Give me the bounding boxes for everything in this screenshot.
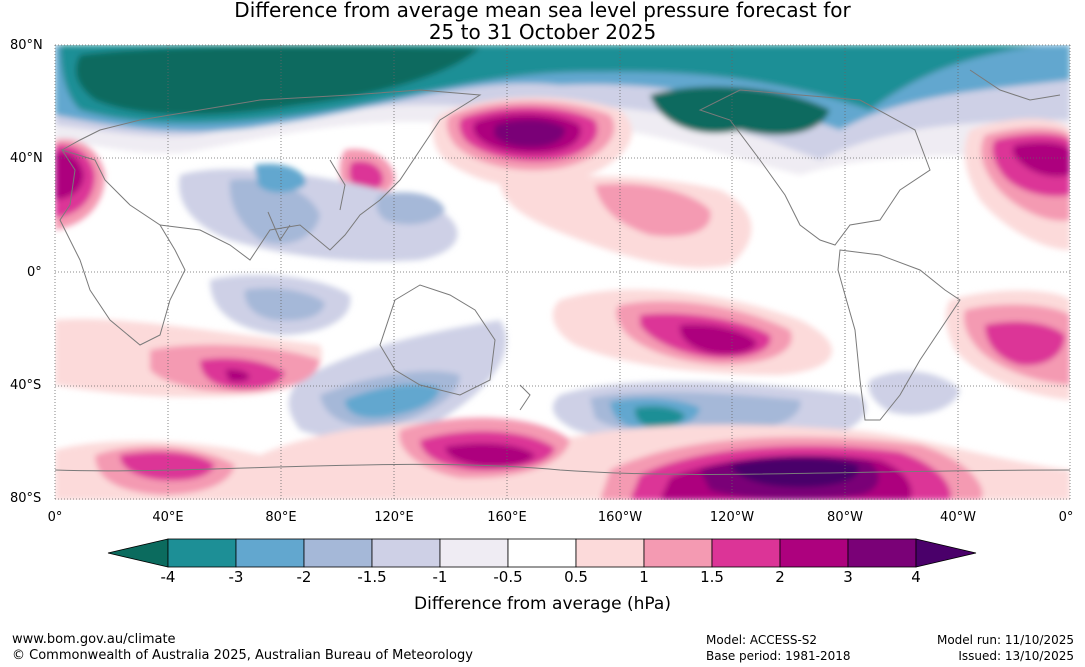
anomaly-region-antarctic — [730, 457, 859, 488]
legend-swatch — [107, 538, 169, 568]
lat-label-40s: 40°S — [10, 378, 42, 393]
anomaly-region-natlantic — [1012, 142, 1070, 177]
anomaly-region-arctic — [650, 86, 830, 135]
legend-swatch — [235, 538, 305, 568]
lon-label-120w: 120°W — [709, 510, 755, 525]
anomaly-region-indian — [244, 288, 325, 321]
footer-website: www.bom.gov.au/climate — [12, 632, 176, 647]
legend-swatch — [303, 538, 373, 568]
legend-swatch — [847, 538, 917, 568]
anomaly-region-easia — [349, 161, 384, 191]
legend-swatch — [167, 538, 237, 568]
coastlines — [55, 69, 1070, 475]
chart-title-line1: Difference from average mean sea level p… — [234, 0, 851, 22]
anomaly-region-npacific — [494, 119, 566, 148]
anomaly-region-europe — [55, 151, 84, 200]
anomaly-region-arctic — [75, 46, 480, 115]
anomaly-region-antarctic — [120, 451, 215, 481]
anomaly-region-southern — [634, 406, 685, 428]
pressure-anomaly-field — [55, 45, 1070, 500]
lon-label-160e: 160°E — [487, 510, 527, 525]
anomaly-region-asia — [255, 163, 306, 193]
legend-tick: -0.5 — [493, 568, 523, 586]
legend-tick: -2 — [296, 568, 312, 586]
legend-tick: -4 — [160, 568, 176, 586]
anomaly-region-sindian — [225, 369, 250, 382]
legend-tick: 2 — [775, 568, 785, 586]
lon-label-0-east: 0° — [1058, 510, 1074, 525]
lon-label-40e: 40°E — [152, 510, 184, 525]
legend-swatch — [575, 538, 645, 568]
lon-label-0-west: 0° — [47, 510, 63, 525]
legend-swatch — [915, 538, 977, 568]
legend-swatch — [439, 538, 509, 568]
legend-tick: 1 — [639, 568, 649, 586]
legend-swatch — [779, 538, 849, 568]
legend-swatch — [371, 538, 441, 568]
footer-model-run: Model run: 11/10/2025 — [936, 633, 1074, 647]
lat-label-0: 0° — [27, 265, 42, 280]
anomaly-region-asia — [229, 179, 320, 244]
legend-tick: -1.5 — [357, 568, 387, 586]
legend-tick: 3 — [843, 568, 853, 586]
anomaly-region-cpacific — [595, 183, 711, 237]
footer-copyright: © Commonwealth of Australia 2025, Austra… — [12, 648, 473, 663]
anomaly-region-spacific — [679, 324, 757, 355]
legend-swatch — [711, 538, 781, 568]
legend-swatch — [643, 538, 713, 568]
legend-title: Difference from average (hPa) — [414, 594, 671, 614]
anomaly-region-australia — [345, 384, 440, 418]
legend-tick: 0.5 — [564, 568, 588, 586]
footer-base-period: Base period: 1981-2018 — [706, 649, 851, 663]
footer-model: Model: ACCESS-S2 — [706, 633, 818, 647]
lat-label-80s: 80°S — [10, 491, 42, 506]
graticule — [54, 44, 1071, 500]
legend-colorbar — [107, 538, 977, 568]
lat-label-40n: 40°N — [10, 151, 43, 166]
chart-title-line2: 25 to 31 October 2025 — [428, 20, 657, 44]
legend-tick: -1 — [432, 568, 448, 586]
lon-label-80e: 80°E — [265, 510, 297, 525]
legend-tick: -3 — [228, 568, 244, 586]
lat-label-80n: 80°N — [10, 38, 43, 53]
lon-label-80w: 80°W — [827, 510, 863, 525]
footer-issued: Issued: 13/10/2025 — [958, 649, 1074, 663]
legend-swatch — [507, 538, 577, 568]
lon-label-160w: 160°W — [597, 510, 643, 525]
anomaly-region-antarctic — [445, 443, 535, 467]
legend-tick: 4 — [911, 568, 921, 586]
anomaly-region-asia — [376, 192, 445, 225]
map-area — [54, 44, 1071, 500]
legend-tick: 1.5 — [700, 568, 724, 586]
lon-label-120e: 120°E — [374, 510, 414, 525]
anomaly-region-satlantic — [868, 371, 960, 415]
anomaly-region-satlantic — [985, 321, 1065, 366]
lon-label-40w: 40°W — [940, 510, 976, 525]
